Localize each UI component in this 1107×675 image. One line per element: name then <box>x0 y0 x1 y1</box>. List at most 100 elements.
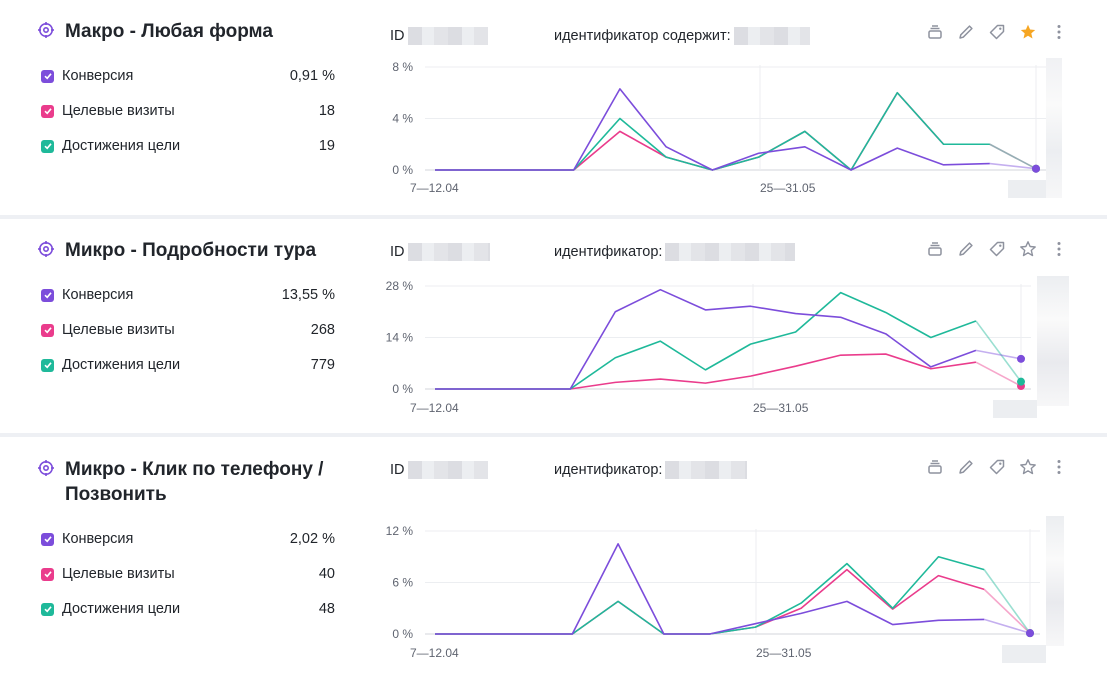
checkbox-icon[interactable] <box>41 567 54 581</box>
x-tick-label: 25—31.05 <box>756 646 812 660</box>
metric-visits[interactable]: Целевые визиты 268 <box>41 320 335 340</box>
x-tick-label: 7—12.04 <box>410 181 459 195</box>
metric-visits[interactable]: Целевые визиты 18 <box>41 101 335 121</box>
tag-icon[interactable] <box>987 457 1007 477</box>
goal-chart[interactable]: 12 % 6 % 0 % 7—12.04 25—31.05 <box>380 520 1107 670</box>
card-toolbar <box>925 239 1069 259</box>
tag-icon[interactable] <box>987 22 1007 42</box>
redacted-x-tick <box>1002 645 1046 663</box>
metric-achievements[interactable]: Достижения цели 19 <box>41 136 335 156</box>
more-icon[interactable] <box>1049 22 1069 42</box>
series-partial-visits <box>975 361 1022 387</box>
y-tick-label: 6 % <box>392 576 413 590</box>
more-icon[interactable] <box>1049 457 1069 477</box>
redacted-legend <box>1046 58 1062 198</box>
checkbox-icon[interactable] <box>41 104 54 118</box>
archive-icon[interactable] <box>925 457 945 477</box>
metric-conversion[interactable]: Конверсия 0,91 % <box>41 66 335 86</box>
metric-conversion[interactable]: Конверсия 2,02 % <box>41 529 335 549</box>
goal-id: ID <box>390 27 488 45</box>
metric-label: Целевые визиты <box>62 566 175 582</box>
goal-chart[interactable]: 8 % 4 % 0 % 7—12.04 25—31.05 <box>380 55 1107 205</box>
series-partial-achievements <box>975 320 1022 383</box>
series-partial-conversion <box>989 162 1037 170</box>
edit-icon[interactable] <box>956 239 976 259</box>
metric-label: Конверсия <box>62 287 134 303</box>
checkbox-icon[interactable] <box>41 358 54 372</box>
series-line-visits <box>435 353 977 390</box>
redacted-legend <box>1046 516 1064 646</box>
x-tick-label: 7—12.04 <box>410 401 459 415</box>
card-toolbar <box>925 457 1069 477</box>
redacted-condition <box>665 461 748 479</box>
goal-card: Микро - Подробности тура Конверсия 13,55… <box>0 219 1107 433</box>
metric-achievements[interactable]: Достижения цели 48 <box>41 599 335 619</box>
checkbox-icon[interactable] <box>41 602 54 616</box>
y-tick-label: 4 % <box>392 112 413 126</box>
y-tick-label: 0 % <box>392 163 413 177</box>
archive-icon[interactable] <box>925 239 945 259</box>
series-line-achievements <box>435 91 990 171</box>
metric-label: Целевые визиты <box>62 322 175 338</box>
metric-value: 268 <box>310 322 335 338</box>
id-label: ID <box>390 462 405 478</box>
checkbox-icon[interactable] <box>41 288 54 302</box>
checkbox-icon[interactable] <box>41 69 54 83</box>
condition-label: идентификатор: <box>554 244 663 260</box>
star-icon[interactable] <box>1018 22 1038 42</box>
card-separator <box>0 433 1107 437</box>
redacted-legend <box>1037 276 1069 406</box>
goal-card: Макро - Любая форма Конверсия 0,91 % Цел… <box>0 0 1107 215</box>
metric-conversion[interactable]: Конверсия 13,55 % <box>41 285 335 305</box>
metric-value: 40 <box>318 566 335 582</box>
redacted-id <box>407 27 488 45</box>
series-line-conversion <box>435 88 990 171</box>
target-icon <box>38 457 65 481</box>
goal-id: ID <box>390 461 488 479</box>
goal-header: Макро - Любая форма <box>38 19 365 44</box>
checkbox-icon[interactable] <box>41 139 54 153</box>
x-tick-label: 7—12.04 <box>410 646 459 660</box>
goal-header: Микро - Клик по телефону / Позвонить <box>38 457 365 507</box>
series-partial-visits <box>983 588 1031 634</box>
metric-value: 19 <box>318 138 335 154</box>
y-tick-label: 8 % <box>392 60 413 74</box>
edit-icon[interactable] <box>956 457 976 477</box>
id-label: ID <box>390 244 405 260</box>
redacted-x-tick <box>993 400 1037 418</box>
series-partial-conversion <box>975 349 1022 360</box>
target-icon <box>38 238 65 262</box>
tag-icon[interactable] <box>987 239 1007 259</box>
metric-visits[interactable]: Целевые визиты 40 <box>41 564 335 584</box>
series-endpoint-conversion <box>1017 354 1025 363</box>
goal-card: Микро - Клик по телефону / Позвонить Кон… <box>0 437 1107 675</box>
metric-label: Достижения цели <box>62 601 181 617</box>
edit-icon[interactable] <box>956 22 976 42</box>
metric-label: Конверсия <box>62 531 134 547</box>
metric-achievements[interactable]: Достижения цели 779 <box>41 355 335 375</box>
series-line-visits <box>435 91 990 171</box>
metric-value: 18 <box>318 103 335 119</box>
metric-value: 13,55 % <box>281 287 335 303</box>
archive-icon[interactable] <box>925 22 945 42</box>
goal-title[interactable]: Микро - Клик по телефону / Позвонить <box>65 459 324 505</box>
more-icon[interactable] <box>1049 239 1069 259</box>
goal-chart[interactable]: 28 % 14 % 0 % 7—12.04 25—31.05 <box>380 274 1107 424</box>
redacted-x-tick <box>1008 180 1052 198</box>
redacted-id <box>407 243 490 261</box>
metric-value: 48 <box>318 601 335 617</box>
checkbox-icon[interactable] <box>41 323 54 337</box>
card-separator <box>0 215 1107 219</box>
series-partial-achievements <box>983 569 1031 634</box>
star-icon[interactable] <box>1018 457 1038 477</box>
goal-title[interactable]: Макро - Любая форма <box>65 21 273 42</box>
star-icon[interactable] <box>1018 239 1038 259</box>
goal-title[interactable]: Микро - Подробности тура <box>65 240 317 261</box>
metric-value: 2,02 % <box>289 531 335 547</box>
goal-id: ID <box>390 243 490 261</box>
redacted-condition <box>733 27 810 45</box>
goal-condition: идентификатор: <box>554 461 748 479</box>
checkbox-icon[interactable] <box>41 532 54 546</box>
series-endpoint-achievements <box>1017 377 1025 386</box>
x-tick-label: 25—31.05 <box>753 401 809 415</box>
